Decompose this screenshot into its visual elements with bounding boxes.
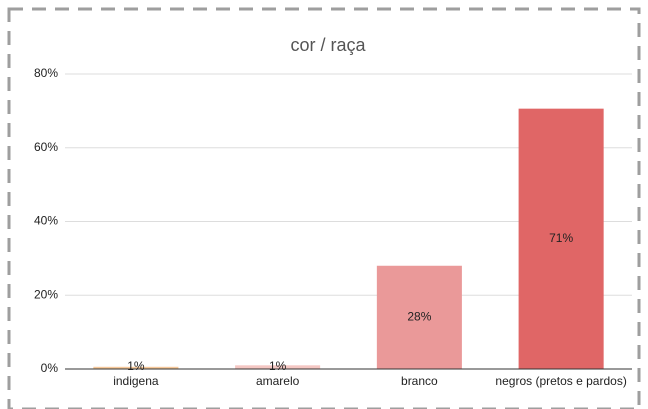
value-label: 71% — [549, 231, 573, 245]
bar — [518, 108, 604, 369]
x-tick-label: branco — [401, 374, 438, 388]
y-tick-label: 60% — [34, 140, 58, 154]
x-tick-label: negros (pretos e pardos) — [495, 374, 626, 388]
chart-title: cor / raça — [290, 35, 366, 55]
value-label: 1% — [269, 359, 287, 373]
value-label: 28% — [407, 310, 431, 324]
y-tick-label: 20% — [34, 287, 58, 301]
bar — [376, 265, 462, 369]
x-tick-label: amarelo — [256, 374, 300, 388]
y-tick-label: 40% — [34, 214, 58, 228]
bar — [235, 365, 321, 369]
dashed-border — [7, 7, 641, 409]
bar — [93, 366, 179, 369]
value-label: 1% — [127, 359, 145, 373]
y-tick-label: 0% — [41, 361, 59, 375]
x-tick-label: indigena — [113, 374, 159, 388]
y-tick-label: 80% — [34, 66, 58, 80]
